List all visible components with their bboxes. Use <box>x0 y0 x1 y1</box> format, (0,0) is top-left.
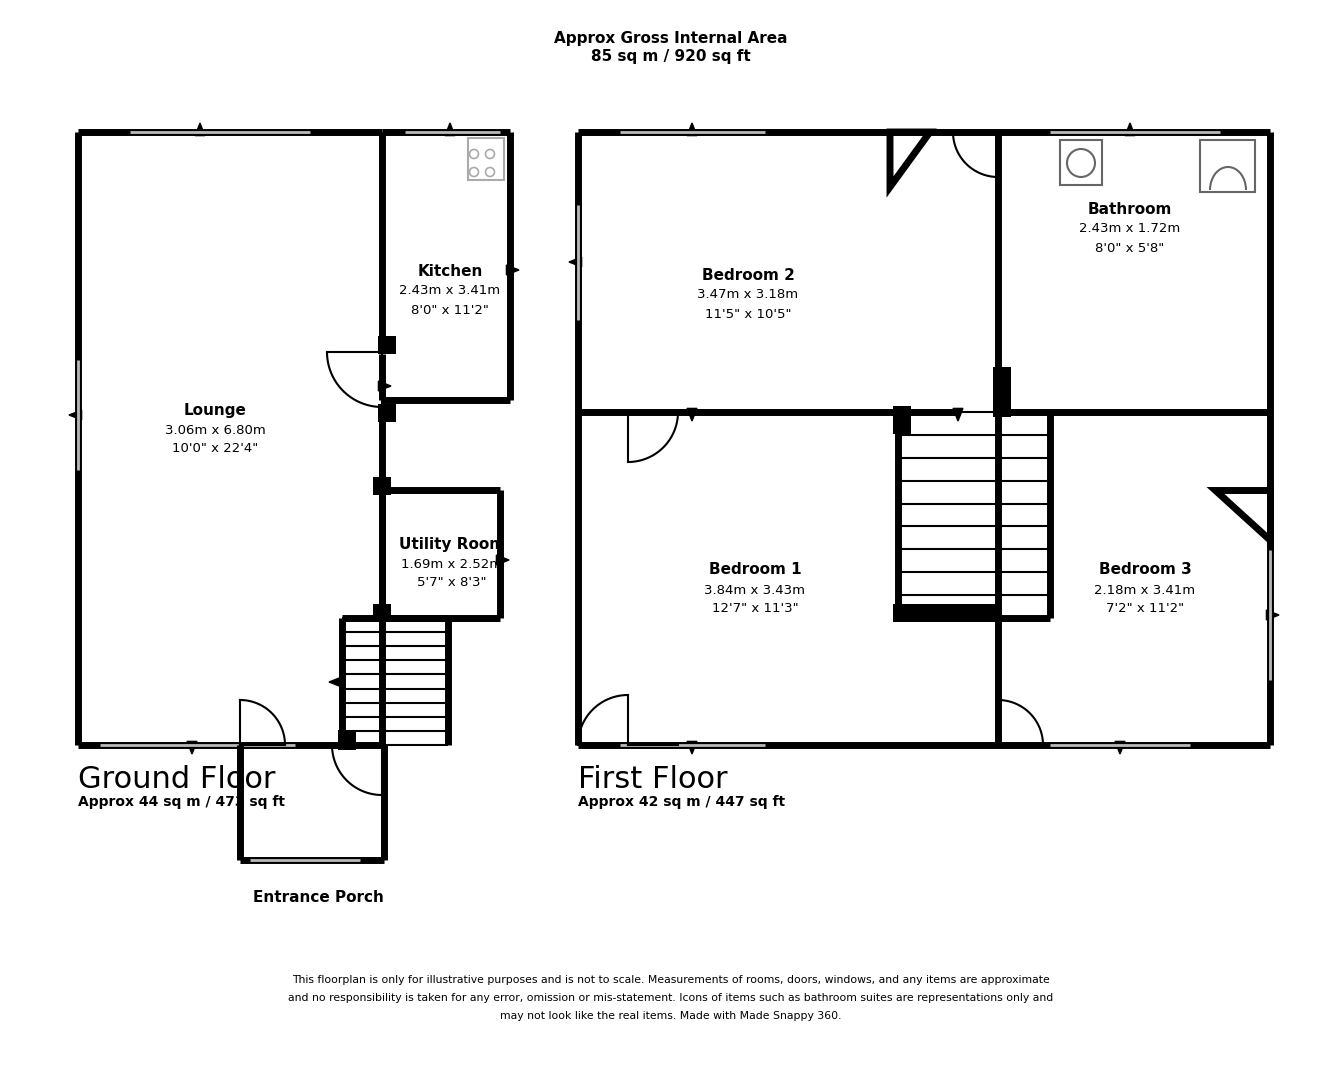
Polygon shape <box>687 123 696 136</box>
Polygon shape <box>687 408 696 421</box>
Bar <box>378 404 396 422</box>
Bar <box>1060 140 1102 185</box>
Bar <box>1200 140 1255 192</box>
Text: 3.47m x 3.18m: 3.47m x 3.18m <box>698 288 798 301</box>
Text: 8'0" x 5'8": 8'0" x 5'8" <box>1095 242 1165 255</box>
Bar <box>892 604 1001 622</box>
Bar <box>1200 140 1255 192</box>
Bar <box>373 477 391 495</box>
Text: 2.43m x 3.41m: 2.43m x 3.41m <box>400 284 501 297</box>
Text: 3.84m x 3.43m: 3.84m x 3.43m <box>705 583 805 596</box>
Polygon shape <box>1215 490 1270 540</box>
Bar <box>468 138 505 180</box>
Text: Lounge: Lounge <box>184 403 247 418</box>
Text: This floorplan is only for illustrative purposes and is not to scale. Measuremen: This floorplan is only for illustrative … <box>289 975 1053 1021</box>
Polygon shape <box>446 123 455 136</box>
Text: Utility Room: Utility Room <box>399 538 505 553</box>
Polygon shape <box>68 410 82 420</box>
Polygon shape <box>187 741 197 754</box>
Text: Entrance Porch: Entrance Porch <box>252 891 384 905</box>
Text: 12'7" x 11'3": 12'7" x 11'3" <box>711 603 798 616</box>
Bar <box>892 406 911 434</box>
Polygon shape <box>953 408 964 421</box>
Polygon shape <box>1125 123 1135 136</box>
Bar <box>338 730 356 750</box>
Text: Ground Floor: Ground Floor <box>78 766 275 795</box>
Polygon shape <box>890 132 930 187</box>
Text: Approx Gross Internal Area: Approx Gross Internal Area <box>554 30 788 45</box>
Text: 5'7" x 8'3": 5'7" x 8'3" <box>417 577 487 590</box>
Text: First Floor: First Floor <box>578 766 727 795</box>
Text: Bedroom 3: Bedroom 3 <box>1099 563 1192 578</box>
Text: Bedroom 1: Bedroom 1 <box>709 563 801 578</box>
Text: Approx 44 sq m / 473 sq ft: Approx 44 sq m / 473 sq ft <box>78 795 285 809</box>
Text: 3.06m x 6.80m: 3.06m x 6.80m <box>165 423 266 436</box>
Bar <box>993 367 1011 417</box>
Text: Kitchen: Kitchen <box>417 265 483 280</box>
Text: 2.18m x 3.41m: 2.18m x 3.41m <box>1095 583 1196 596</box>
Polygon shape <box>687 741 696 754</box>
Text: Approx 42 sq m / 447 sq ft: Approx 42 sq m / 447 sq ft <box>578 795 785 809</box>
Bar <box>378 336 396 354</box>
Text: 10'0" x 22'4": 10'0" x 22'4" <box>172 443 258 456</box>
Text: 11'5" x 10'5": 11'5" x 10'5" <box>705 308 792 321</box>
Text: 2.43m x 1.72m: 2.43m x 1.72m <box>1079 222 1181 235</box>
Text: 8'0" x 11'2": 8'0" x 11'2" <box>411 303 488 316</box>
Polygon shape <box>1267 610 1279 620</box>
Bar <box>1060 140 1102 185</box>
Text: 85 sq m / 920 sq ft: 85 sq m / 920 sq ft <box>590 49 752 64</box>
Polygon shape <box>497 555 509 565</box>
Text: Bathroom: Bathroom <box>1088 203 1172 217</box>
Polygon shape <box>506 265 519 275</box>
Text: 7'2" x 11'2": 7'2" x 11'2" <box>1106 603 1184 616</box>
Polygon shape <box>378 381 391 391</box>
Bar <box>373 604 391 622</box>
Polygon shape <box>1115 741 1125 754</box>
Polygon shape <box>329 677 342 687</box>
Text: 1.69m x 2.52m: 1.69m x 2.52m <box>401 557 502 570</box>
Polygon shape <box>195 123 205 136</box>
Text: Bedroom 2: Bedroom 2 <box>702 268 794 283</box>
Polygon shape <box>569 257 581 267</box>
